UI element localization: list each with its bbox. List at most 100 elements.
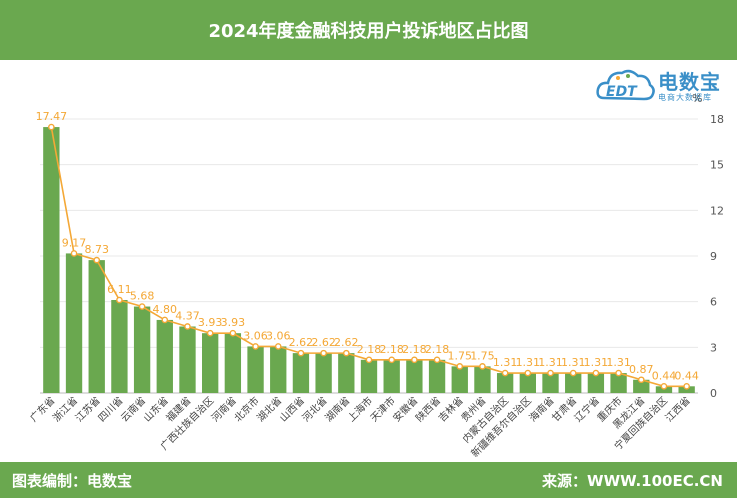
bar [678, 386, 695, 393]
category-label: 上海市 [345, 394, 375, 424]
data-label: 4.37 [175, 309, 200, 322]
bar [270, 346, 287, 393]
data-label: 3.93 [221, 316, 246, 329]
bar [428, 359, 446, 393]
bar [610, 373, 627, 393]
category-label: 浙江省 [50, 394, 80, 424]
trend-point [229, 329, 237, 337]
bar [565, 373, 582, 393]
chart-title: 2024年度金融科技用户投诉地区占比图 [208, 21, 529, 42]
data-label: 2.18 [379, 343, 404, 356]
data-label: 3.06 [243, 329, 268, 342]
data-label: 2.62 [311, 336, 336, 349]
data-label: 9.17 [62, 236, 87, 249]
chart-header: 2024年度金融科技用户投诉地区占比图 [0, 0, 737, 60]
data-label: 17.47 [36, 110, 68, 123]
trend-point [93, 256, 101, 264]
data-label: 2.18 [402, 343, 427, 356]
bar [542, 373, 559, 393]
data-label: 1.31 [493, 356, 518, 369]
bar [43, 127, 60, 393]
trend-point [615, 369, 622, 377]
data-label: 1.31 [606, 356, 631, 369]
data-label: 5.68 [130, 290, 155, 303]
trend-point [161, 316, 169, 324]
bar [179, 326, 196, 393]
bar [65, 253, 83, 393]
logo-subtitle: 电商大数据库 [658, 93, 712, 102]
category-label: 山西省 [277, 394, 307, 424]
bar [247, 346, 264, 393]
bar [202, 333, 219, 393]
data-label: 8.73 [84, 243, 109, 256]
trend-point [388, 356, 395, 364]
trend-point [637, 376, 645, 384]
data-label: 0.87 [629, 363, 654, 376]
y-axis-unit: % [692, 92, 702, 105]
trend-point [116, 296, 123, 304]
bar [315, 353, 332, 393]
bar [406, 359, 423, 393]
brand-logo: EDT 电数宝 电商大数据库 [596, 64, 736, 106]
data-label: 4.80 [153, 303, 178, 316]
bar [633, 379, 650, 393]
data-label: 0.44 [674, 369, 699, 382]
bar [156, 319, 173, 393]
data-label: 0.44 [652, 369, 677, 382]
category-label: 海南省 [526, 394, 556, 424]
data-label: 1.31 [584, 356, 609, 369]
data-label: 2.18 [357, 343, 382, 356]
data-label: 2.62 [334, 336, 359, 349]
data-label: 2.62 [289, 336, 314, 349]
category-label: 江西省 [662, 394, 692, 424]
bar [360, 359, 378, 393]
y-tick-label: 9 [710, 250, 717, 263]
trend-point [206, 329, 214, 337]
category-label: 湖南省 [322, 394, 352, 424]
trend-point [524, 369, 532, 377]
trend-point [433, 356, 441, 364]
data-label: 3.93 [198, 316, 223, 329]
category-label: 陕西省 [413, 394, 443, 424]
y-tick-label: 6 [710, 296, 717, 309]
category-label: 天津市 [367, 394, 397, 424]
footer-compiler: 图表编制：电数宝 [12, 472, 133, 490]
bar [519, 373, 536, 393]
bar [133, 306, 151, 393]
logo-name: 电数宝 [658, 70, 721, 94]
bar [496, 373, 514, 393]
data-label: 1.31 [538, 356, 563, 369]
category-label: 广东省 [27, 394, 57, 424]
trend-point [683, 383, 690, 390]
y-tick-label: 0 [710, 387, 717, 400]
trend-point [365, 356, 373, 364]
trend-point [320, 349, 327, 357]
data-label: 2.18 [425, 343, 450, 356]
category-label: 四川省 [95, 394, 125, 424]
trend-point [592, 369, 600, 377]
trend-point [48, 123, 55, 131]
bar [587, 373, 605, 393]
bar [474, 366, 491, 393]
category-label: 山东省 [141, 394, 171, 424]
category-label: 云南省 [118, 394, 148, 424]
data-label: 3.06 [266, 329, 291, 342]
y-tick-label: 15 [710, 159, 724, 172]
trend-point [569, 369, 577, 377]
footer-source: 来源：WWW.100EC.CN [542, 472, 723, 490]
trend-point [184, 323, 191, 330]
category-label: 北京市 [231, 394, 261, 424]
trend-point [138, 303, 146, 310]
bar [292, 353, 310, 393]
trend-point [547, 369, 554, 377]
trend-point [70, 250, 78, 257]
data-label: 1.31 [561, 356, 586, 369]
trend-point [660, 383, 668, 390]
bar [383, 359, 400, 393]
data-label: 1.31 [516, 356, 541, 369]
category-label: 辽宁省 [572, 394, 602, 424]
y-tick-label: 18 [710, 113, 724, 126]
trend-point [479, 363, 486, 370]
trend-point [501, 369, 509, 377]
